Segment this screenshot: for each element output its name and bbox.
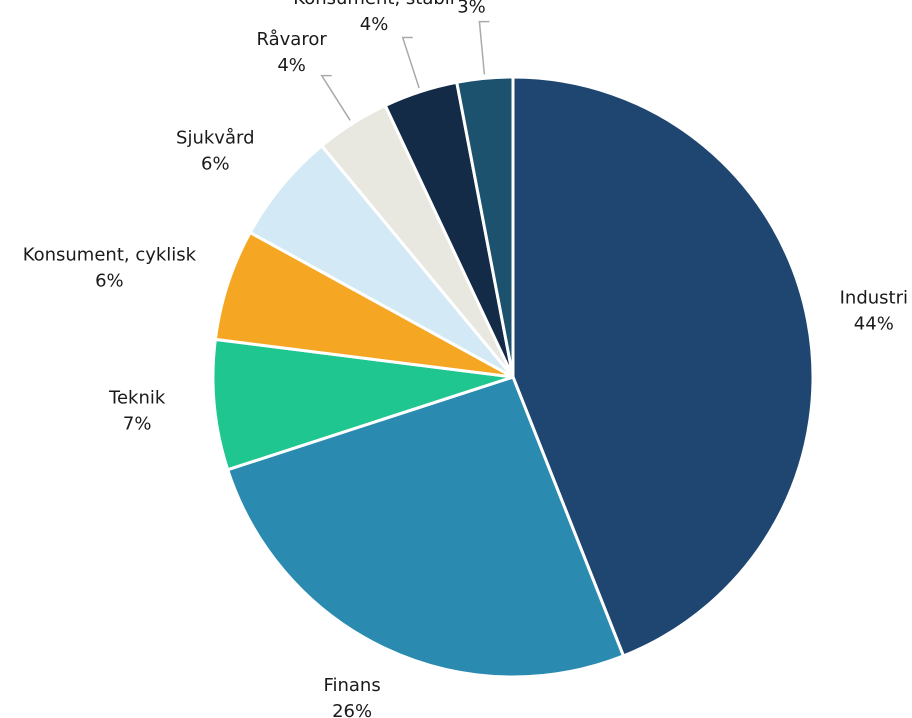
slice-value-label: 7% (123, 413, 152, 434)
slice-label: Sjukvård (176, 128, 254, 149)
slice-label: Industri (840, 287, 908, 308)
slice-label: Teknik (108, 387, 166, 408)
pie-slice (211, 337, 514, 472)
slice-label: Konsument, stabil (293, 0, 455, 9)
pie-slice (511, 75, 815, 658)
slice-label: Råvaror (257, 29, 328, 50)
slice-value-label: 4% (360, 14, 389, 35)
slice-value-label: 3% (457, 0, 486, 18)
slice-value-label: 4% (277, 55, 306, 76)
slice-label: Finans (323, 675, 380, 696)
slice-label: Konsument, cyklisk (23, 244, 197, 265)
slice-value-label: 44% (854, 313, 894, 334)
leader-line (478, 20, 490, 75)
pie-slice (225, 375, 626, 679)
leader-line (401, 36, 420, 89)
slice-value-label: 26% (332, 701, 372, 718)
slice-value-label: 6% (95, 270, 124, 291)
pie-slice (455, 75, 515, 378)
leader-line (320, 74, 351, 121)
slice-value-label: 6% (201, 154, 230, 175)
